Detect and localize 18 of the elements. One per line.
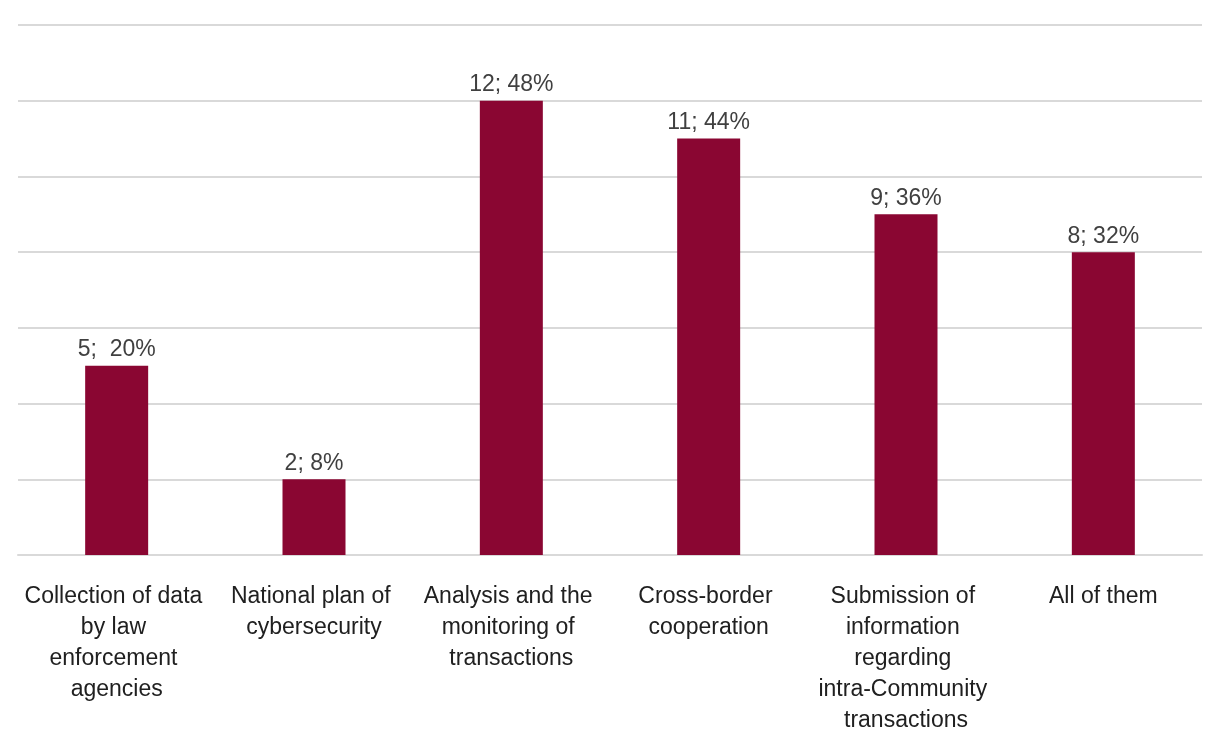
x-tick-label: National plan of cybersecurity <box>230 581 398 639</box>
data-label: 11; 44% <box>667 108 751 135</box>
bar <box>479 100 543 555</box>
data-label: 5; 20% <box>77 335 156 362</box>
bar <box>874 214 938 555</box>
x-tick-label: Submission of information regarding intra-Community transactions <box>818 581 994 732</box>
x-tick-label: Analysis and the monitoring of transactions <box>423 581 599 670</box>
data-label: 12; 48% <box>469 70 554 97</box>
data-label: 9; 36% <box>870 183 942 210</box>
bar <box>677 138 741 555</box>
bar <box>1071 252 1135 555</box>
data-label: 8; 32% <box>1067 221 1140 248</box>
x-tick-label: Cross-border cooperation <box>638 581 779 639</box>
data-label: 2; 8% <box>284 448 344 475</box>
bar <box>282 479 346 555</box>
bar <box>85 365 149 555</box>
x-tick-label: Collection of data by law enforcement agencies <box>24 581 209 701</box>
x-tick-label: All of them <box>1049 581 1158 608</box>
